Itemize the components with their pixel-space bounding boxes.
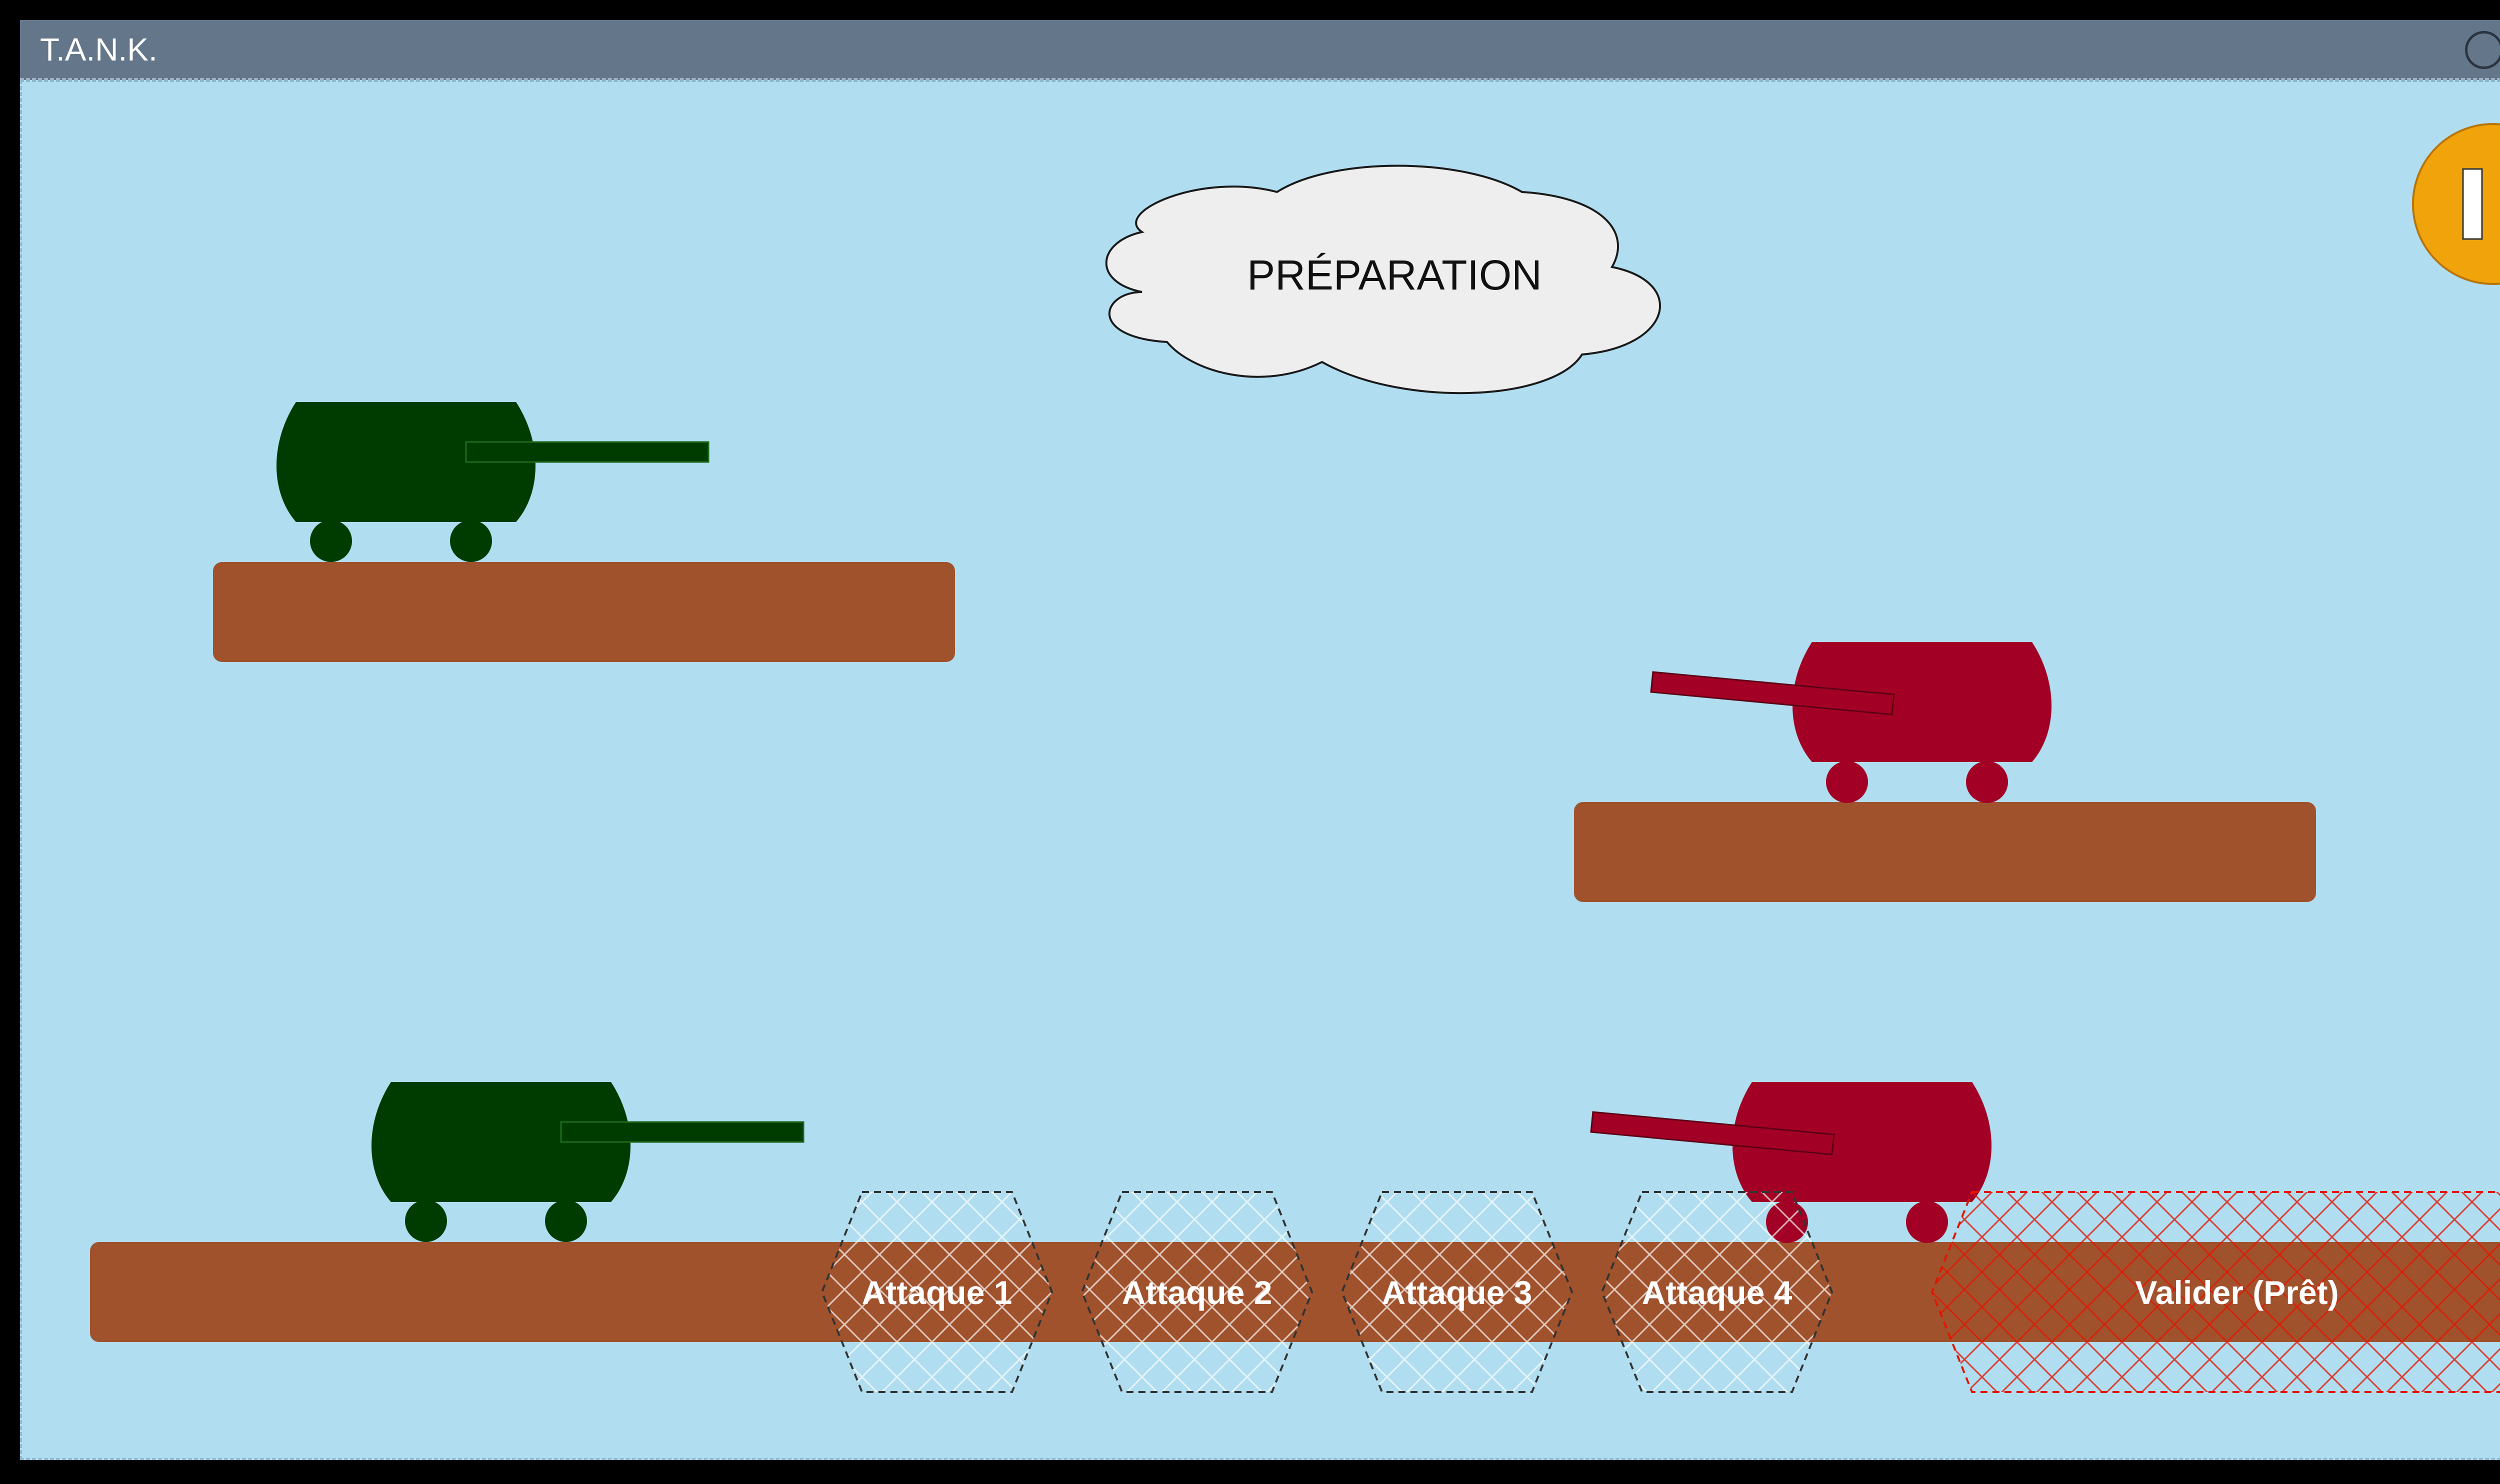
game-scene: PRÉPARATION: [90, 123, 2500, 1393]
validate-label: Valider (Prêt): [2135, 1274, 2338, 1311]
red-tank-1: [1650, 642, 2052, 803]
window-minimize-button[interactable]: [2465, 31, 2500, 69]
game-area: PRÉPARATION: [20, 80, 2500, 1460]
attack-1-label: Attaque 1: [862, 1274, 1012, 1311]
pause-button[interactable]: [2412, 123, 2500, 285]
attack-4-label: Attaque 4: [1642, 1274, 1792, 1311]
attack-1-button[interactable]: Attaque 1: [820, 1191, 1054, 1393]
title-bar: T.A.N.K.: [20, 20, 2500, 80]
attack-4-button[interactable]: Attaque 4: [1600, 1191, 1834, 1393]
green-tank-2: [372, 1082, 804, 1242]
attack-2-button[interactable]: Attaque 2: [1080, 1191, 1314, 1393]
phase-cloud: PRÉPARATION: [1105, 164, 1661, 394]
platform-upper-left: [213, 562, 955, 662]
validate-button[interactable]: Valider (Prêt): [1930, 1191, 2500, 1393]
pause-button-background[interactable]: [2412, 123, 2500, 285]
window-title: T.A.N.K.: [40, 32, 158, 68]
attack-3-button[interactable]: Attaque 3: [1340, 1191, 1574, 1393]
phase-label: PRÉPARATION: [1247, 252, 1542, 298]
attack-3-label: Attaque 3: [1382, 1274, 1532, 1311]
pause-icon: [2462, 168, 2483, 240]
attack-2-label: Attaque 2: [1122, 1274, 1272, 1311]
green-tank-1: [276, 402, 710, 562]
platform-middle-right: [1574, 802, 2316, 902]
